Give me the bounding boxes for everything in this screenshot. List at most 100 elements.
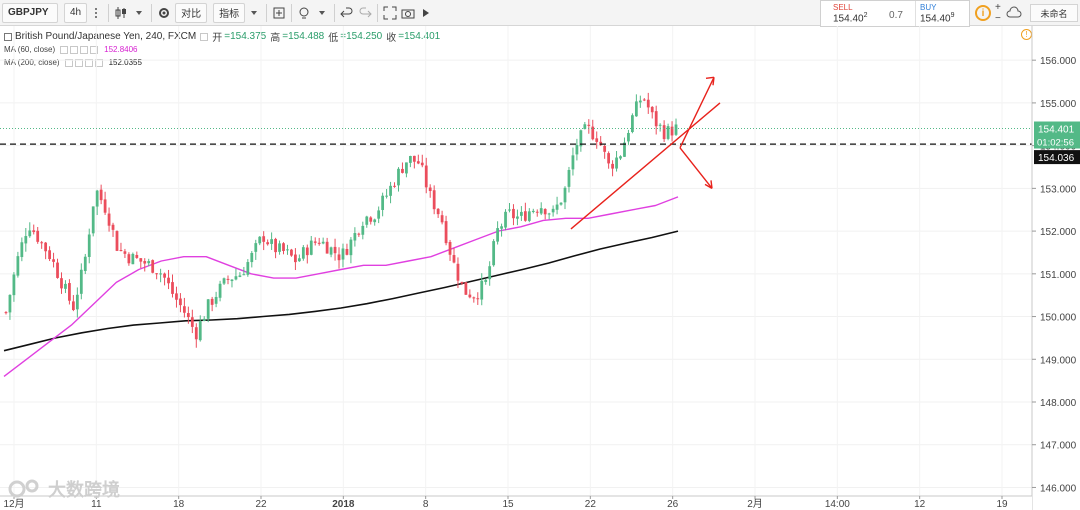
candle-body xyxy=(175,293,178,300)
price-axis[interactable]: 146.000 147.000 148.000 149.000 150.000 151.0… xyxy=(1031,26,1080,510)
chevron-down-icon[interactable] xyxy=(245,4,263,22)
chevron-down-icon[interactable] xyxy=(130,4,148,22)
ma200-close-icon[interactable] xyxy=(84,58,93,67)
candle-body xyxy=(654,111,658,127)
candle-body xyxy=(623,142,626,157)
candle-body xyxy=(286,249,289,251)
candle-body xyxy=(373,219,377,223)
level-price-text: 154.036 xyxy=(1038,153,1075,164)
candle-body xyxy=(416,161,420,164)
candle-body xyxy=(83,256,87,271)
x-tick-label: 19 xyxy=(996,499,1008,510)
candle-body xyxy=(428,187,432,192)
ma200-more-icon[interactable] xyxy=(94,58,103,67)
candle-body xyxy=(563,187,567,203)
lightbulb-icon[interactable] xyxy=(295,4,313,22)
cloud-icon[interactable] xyxy=(1006,6,1022,18)
candle-body xyxy=(64,283,67,289)
spread-value: 0.7 xyxy=(889,10,903,21)
candle-style-icon[interactable] xyxy=(112,4,130,22)
candle-body xyxy=(448,241,452,255)
camera-icon[interactable] xyxy=(399,4,417,22)
candle-body xyxy=(492,241,496,266)
candle-body xyxy=(631,115,634,133)
compare-button[interactable]: 对比 xyxy=(175,2,208,23)
candlesticks xyxy=(4,92,678,348)
time-axis[interactable]: 12月 11 18 22 2018 8 15 22 26 2月 14:00 12 19 xyxy=(0,495,1032,510)
collapse-icon[interactable] xyxy=(4,32,12,41)
candle-body xyxy=(266,242,270,245)
candle-body xyxy=(79,269,83,294)
info-icon[interactable]: i xyxy=(975,5,991,21)
ma200-visibility-icon[interactable] xyxy=(64,58,73,67)
candle-body xyxy=(504,211,507,228)
candle-body xyxy=(508,209,511,211)
candle-body xyxy=(48,250,51,260)
horizontal-level-lines[interactable] xyxy=(0,128,1032,145)
zoom-controls[interactable]: + − xyxy=(995,2,1001,24)
candle-body xyxy=(432,190,436,210)
x-tick-label: 11 xyxy=(91,499,102,510)
countdown-badge xyxy=(1034,135,1080,149)
candle-body xyxy=(567,169,571,187)
price-chart[interactable]: 146.000 147.000 148.000 149.000 150.000 151.0… xyxy=(0,26,1080,510)
fullscreen-icon[interactable] xyxy=(381,4,399,22)
layout-name-button[interactable]: 未命名 xyxy=(1030,4,1078,22)
candle-body xyxy=(52,259,55,262)
interval-menu-icon[interactable] xyxy=(87,4,105,22)
ma200-polyline xyxy=(3,230,679,352)
candle-body xyxy=(527,211,531,221)
interval-button[interactable]: 4h xyxy=(64,2,88,23)
candle-body xyxy=(512,208,515,219)
candle-body xyxy=(147,261,151,264)
ma60-visibility-icon[interactable] xyxy=(60,45,69,54)
symbol-search-input[interactable]: GBPJPY xyxy=(2,2,58,23)
candle-body xyxy=(214,296,218,304)
toolbar-divider xyxy=(266,3,268,22)
candle-body xyxy=(107,213,111,226)
candle-body xyxy=(194,327,198,340)
candle-body xyxy=(496,228,499,242)
candle-body xyxy=(397,168,400,186)
candle-body xyxy=(183,306,186,313)
undo-icon[interactable] xyxy=(338,4,356,22)
candle-body xyxy=(464,282,468,295)
candle-body xyxy=(646,99,650,108)
candle-body xyxy=(523,211,527,221)
buy-button[interactable]: BUY 154.409 xyxy=(915,1,969,26)
chevron-down-icon[interactable] xyxy=(313,4,331,22)
ma60-label: MA (60, close) xyxy=(4,45,56,54)
candle-body xyxy=(32,230,36,233)
candle-body xyxy=(670,126,674,136)
candle-body xyxy=(206,299,210,319)
legend-settings-icon[interactable] xyxy=(200,32,209,41)
candle-body xyxy=(87,234,91,257)
play-icon[interactable] xyxy=(417,4,435,22)
gear-icon[interactable] xyxy=(155,4,173,22)
candle-body xyxy=(99,189,103,201)
indicators-button[interactable]: 指标 xyxy=(213,2,246,23)
candle-body xyxy=(539,208,543,214)
x-tick-label: 22 xyxy=(255,499,267,510)
y-tick-label: 153.000 xyxy=(1040,184,1077,195)
redo-icon[interactable] xyxy=(356,4,374,22)
candle-body xyxy=(171,282,174,294)
ma60-close-icon[interactable] xyxy=(80,45,89,54)
trend-annotations[interactable] xyxy=(570,76,721,230)
y-tick-label: 147.000 xyxy=(1040,441,1077,452)
candle-body xyxy=(68,283,71,301)
ma60-more-icon[interactable] xyxy=(90,45,99,54)
watermark-logo-icon xyxy=(8,479,39,498)
candle-body xyxy=(662,125,666,140)
candle-body xyxy=(190,317,194,327)
close-label: 收 xyxy=(386,33,397,44)
candle-body xyxy=(440,215,444,223)
candle-body xyxy=(480,280,484,300)
candle-body xyxy=(345,248,349,255)
sell-button[interactable]: SELL 154.402 xyxy=(821,1,877,26)
ma200-settings-icon[interactable] xyxy=(74,58,83,67)
ma60-settings-icon[interactable] xyxy=(70,45,79,54)
candle-body xyxy=(60,278,63,289)
x-tick-label: 22 xyxy=(585,499,597,510)
alert-add-icon[interactable] xyxy=(270,4,288,22)
